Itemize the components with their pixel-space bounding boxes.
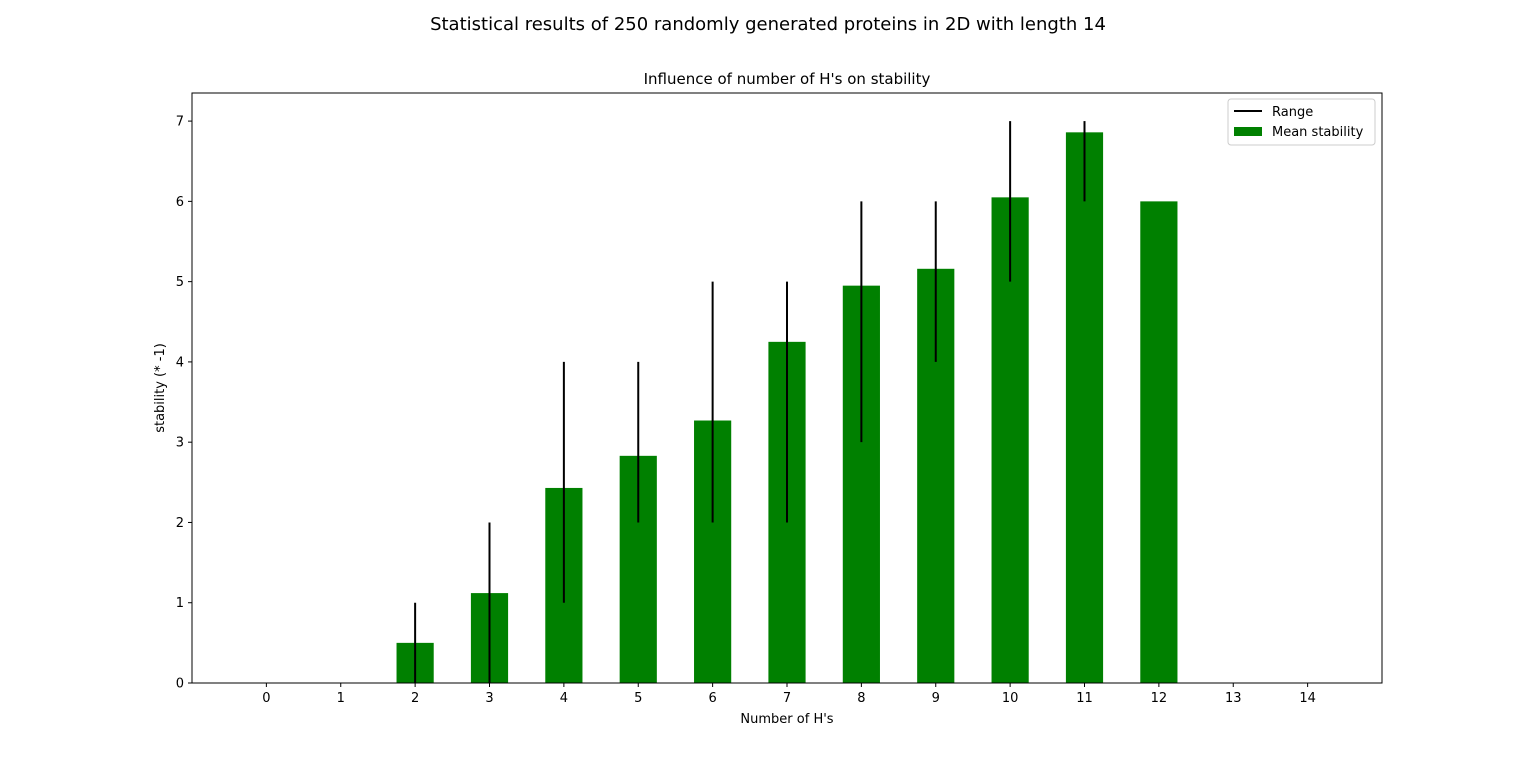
x-tick-label-13: 13 [1225, 691, 1242, 706]
x-tick-label-7: 7 [783, 691, 791, 706]
x-tick-label-3: 3 [485, 691, 493, 706]
legend-box [1227, 98, 1376, 146]
legend: Range Mean stability [1227, 98, 1376, 146]
y-tick-label-4: 4 [176, 355, 184, 370]
x-tick-label-5: 5 [634, 691, 642, 706]
x-tick-label-4: 4 [560, 691, 568, 706]
x-tick-label-12: 12 [1151, 691, 1168, 706]
y-tick-label-6: 6 [176, 195, 184, 210]
y-tick-label-5: 5 [176, 275, 184, 290]
range-lines-layer [414, 121, 1086, 683]
y-tick-label-1: 1 [176, 596, 184, 611]
x-tick-label-10: 10 [1002, 691, 1019, 706]
bar-12 [1140, 201, 1178, 683]
chart-suptitle: Statistical results of 250 randomly gene… [430, 14, 1106, 35]
y-axis-ticks: 0 1 2 3 4 5 6 7 [176, 115, 192, 692]
legend-mean-swatch [1234, 127, 1262, 136]
x-tick-label-1: 1 [337, 691, 345, 706]
bars-layer [396, 132, 1178, 684]
y-tick-label-2: 2 [176, 516, 184, 531]
bar-11 [1065, 132, 1104, 684]
x-tick-label-11: 11 [1076, 691, 1093, 706]
y-tick-label-0: 0 [176, 677, 184, 692]
chart-title: Influence of number of H's on stability [644, 70, 931, 88]
x-tick-label-8: 8 [857, 691, 865, 706]
y-axis-label: stability (* -1) [153, 343, 168, 433]
x-tick-label-6: 6 [708, 691, 716, 706]
y-tick-label-3: 3 [176, 436, 184, 451]
x-tick-label-0: 0 [262, 691, 270, 706]
y-tick-label-7: 7 [176, 115, 184, 130]
x-tick-label-9: 9 [932, 691, 940, 706]
x-tick-label-14: 14 [1299, 691, 1316, 706]
legend-range-label: Range [1272, 105, 1313, 120]
x-tick-label-2: 2 [411, 691, 419, 706]
x-axis-ticks: 0 1 2 3 4 5 6 7 8 9 10 11 12 13 14 [262, 683, 1316, 706]
x-axis-label: Number of H's [740, 712, 833, 727]
legend-mean-label: Mean stability [1272, 125, 1364, 140]
